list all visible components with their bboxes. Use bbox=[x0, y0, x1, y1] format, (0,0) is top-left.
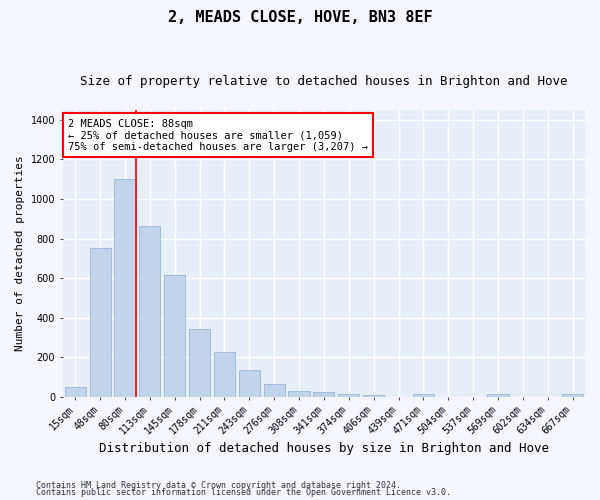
Bar bbox=[313, 392, 334, 397]
Bar bbox=[139, 226, 160, 397]
Bar bbox=[239, 370, 260, 397]
Bar bbox=[189, 328, 210, 397]
Bar bbox=[487, 394, 509, 397]
Text: Contains public sector information licensed under the Open Government Licence v3: Contains public sector information licen… bbox=[36, 488, 451, 497]
Bar bbox=[164, 275, 185, 397]
Bar bbox=[89, 248, 110, 397]
Text: Contains HM Land Registry data © Crown copyright and database right 2024.: Contains HM Land Registry data © Crown c… bbox=[36, 480, 401, 490]
Bar bbox=[413, 394, 434, 397]
Bar bbox=[214, 352, 235, 397]
Bar bbox=[65, 387, 86, 397]
Y-axis label: Number of detached properties: Number of detached properties bbox=[15, 156, 25, 352]
Bar bbox=[338, 394, 359, 397]
X-axis label: Distribution of detached houses by size in Brighton and Hove: Distribution of detached houses by size … bbox=[99, 442, 549, 455]
Text: 2 MEADS CLOSE: 88sqm
← 25% of detached houses are smaller (1,059)
75% of semi-de: 2 MEADS CLOSE: 88sqm ← 25% of detached h… bbox=[68, 118, 368, 152]
Bar bbox=[562, 394, 583, 397]
Bar bbox=[363, 395, 384, 397]
Text: 2, MEADS CLOSE, HOVE, BN3 8EF: 2, MEADS CLOSE, HOVE, BN3 8EF bbox=[167, 10, 433, 25]
Bar bbox=[115, 179, 136, 397]
Bar bbox=[263, 384, 285, 397]
Title: Size of property relative to detached houses in Brighton and Hove: Size of property relative to detached ho… bbox=[80, 75, 568, 88]
Bar bbox=[289, 391, 310, 397]
